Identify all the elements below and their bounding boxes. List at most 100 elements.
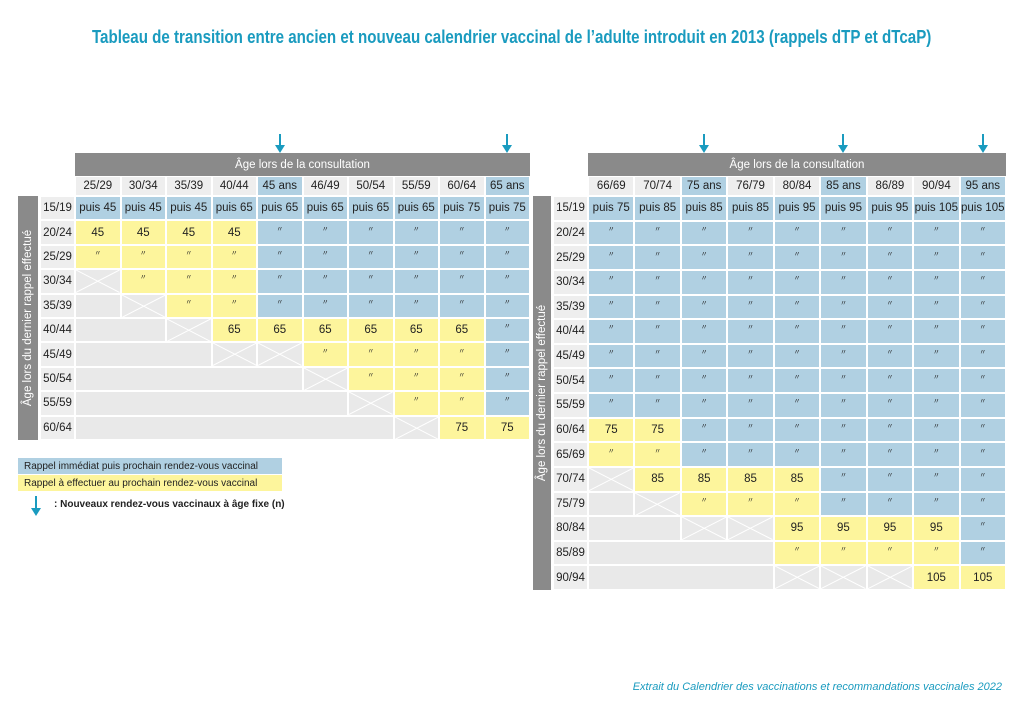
column-header: 45 ans xyxy=(257,176,303,196)
immediate-booster-cell: 〃 xyxy=(727,319,774,344)
cell-value: 45 xyxy=(91,226,105,239)
row-header: 30/34 xyxy=(40,269,75,294)
ditto-mark: 〃 xyxy=(654,447,662,455)
ditto-mark: 〃 xyxy=(607,299,615,307)
next-appointment-cell: 65 xyxy=(348,318,394,343)
immediate-booster-cell: 〃 xyxy=(820,294,867,320)
cell-value: 75 xyxy=(500,421,514,434)
cell-value: 65 xyxy=(227,324,241,337)
cell-value: 85 xyxy=(651,473,665,486)
next-appointment-cell: 〃 xyxy=(727,491,774,517)
ditto-mark: 〃 xyxy=(747,398,755,406)
ditto-mark: 〃 xyxy=(458,396,466,404)
ditto-mark: 〃 xyxy=(230,298,238,306)
ditto-mark: 〃 xyxy=(700,398,708,406)
immediate-booster-cell: 〃 xyxy=(634,269,681,295)
immediate-booster-cell: 〃 xyxy=(820,220,867,246)
ditto-mark: 〃 xyxy=(886,472,894,480)
cell-value: puis 95 xyxy=(778,202,816,215)
arrow-down-icon xyxy=(977,134,988,153)
immediate-booster-cell: 〃 xyxy=(680,220,728,246)
side-label-bar: Âge lors du dernier rappel effectué xyxy=(18,196,38,440)
cell-value: puis 65 xyxy=(215,202,253,215)
immediate-booster-cell: 〃 xyxy=(634,245,681,270)
arrow-down-icon xyxy=(699,134,710,153)
immediate-booster-cell: 〃 xyxy=(913,245,960,270)
ditto-mark: 〃 xyxy=(654,299,662,307)
cell-value: 85 xyxy=(697,473,711,486)
immediate-booster-cell: 〃 xyxy=(959,540,1006,566)
ditto-mark: 〃 xyxy=(793,422,801,430)
ditto-mark: 〃 xyxy=(886,546,894,554)
next-appointment-cell: 75 xyxy=(588,417,635,443)
immediate-booster-cell: 〃 xyxy=(773,442,821,467)
ditto-mark: 〃 xyxy=(793,225,801,233)
ditto-mark: 〃 xyxy=(839,472,847,480)
ditto-mark: 〃 xyxy=(793,299,801,307)
column-header: 30/34 xyxy=(120,176,166,196)
ditto-mark: 〃 xyxy=(185,249,193,257)
ditto-mark: 〃 xyxy=(932,299,940,307)
immediate-booster-cell: puis 75 xyxy=(588,196,635,221)
column-header: 46/49 xyxy=(302,176,348,196)
immediate-booster-cell: 〃 xyxy=(866,319,914,344)
ditto-mark: 〃 xyxy=(458,249,466,257)
immediate-booster-cell: 〃 xyxy=(484,244,530,270)
ditto-mark: 〃 xyxy=(886,373,894,381)
row-header: 35/39 xyxy=(553,294,588,320)
ditto-mark: 〃 xyxy=(276,249,284,257)
immediate-booster-cell: 〃 xyxy=(257,220,303,245)
cross-icon xyxy=(304,368,348,390)
immediate-booster-cell: 〃 xyxy=(866,393,914,418)
immediate-booster-cell: 〃 xyxy=(820,442,867,467)
page-title: Tableau de transition entre ancien et no… xyxy=(92,27,932,47)
cell-value: puis 65 xyxy=(306,202,344,215)
not-applicable-cell xyxy=(348,391,394,416)
legend-arrow: : Nouveaux rendez-vous vaccinaux à âge f… xyxy=(54,499,285,510)
not-applicable-cell xyxy=(634,491,681,517)
ditto-mark: 〃 xyxy=(412,396,420,404)
ditto-mark: 〃 xyxy=(747,225,755,233)
next-appointment-cell: 〃 xyxy=(393,366,439,392)
column-header: 25/29 xyxy=(75,176,121,196)
not-applicable-cell xyxy=(166,318,212,343)
immediate-booster-cell: 〃 xyxy=(680,442,728,467)
next-appointment-cell: 〃 xyxy=(348,342,394,367)
ditto-mark: 〃 xyxy=(654,373,662,381)
immediate-booster-cell: puis 65 xyxy=(257,196,303,221)
side-label: Âge lors du dernier rappel effectué xyxy=(22,229,34,407)
immediate-booster-cell: 〃 xyxy=(393,220,439,245)
ditto-mark: 〃 xyxy=(654,398,662,406)
immediate-booster-cell: 〃 xyxy=(257,244,303,270)
immediate-booster-cell: puis 65 xyxy=(393,196,439,221)
immediate-booster-cell: 〃 xyxy=(680,245,728,270)
next-appointment-cell: 95 xyxy=(820,516,867,541)
ditto-mark: 〃 xyxy=(412,225,420,233)
cell-value: puis 105 xyxy=(914,202,959,215)
ditto-mark: 〃 xyxy=(607,349,615,357)
immediate-booster-cell: 〃 xyxy=(727,343,774,369)
cross-icon xyxy=(76,270,120,292)
immediate-booster-cell: 〃 xyxy=(727,393,774,418)
cell-value: 75 xyxy=(651,423,665,436)
immediate-booster-cell: puis 75 xyxy=(484,196,530,221)
ditto-mark: 〃 xyxy=(607,225,615,233)
header-bar: Âge lors de la consultation xyxy=(75,153,530,176)
immediate-booster-cell: 〃 xyxy=(773,343,821,369)
next-appointment-cell: 〃 xyxy=(166,269,212,294)
ditto-mark: 〃 xyxy=(654,225,662,233)
next-appointment-cell: 95 xyxy=(913,516,960,541)
immediate-booster-cell: 〃 xyxy=(820,368,867,393)
cell-value: 85 xyxy=(790,473,804,486)
immediate-booster-cell: puis 85 xyxy=(727,196,774,221)
next-appointment-cell: 〃 xyxy=(820,540,867,566)
arrow-down-icon xyxy=(274,134,285,153)
row-header: 55/59 xyxy=(40,391,75,416)
ditto-mark: 〃 xyxy=(412,274,420,282)
ditto-mark: 〃 xyxy=(932,472,940,480)
ditto-mark: 〃 xyxy=(793,324,801,332)
ditto-mark: 〃 xyxy=(367,274,375,282)
cross-icon xyxy=(589,468,633,491)
ditto-mark: 〃 xyxy=(654,324,662,332)
immediate-booster-cell: 〃 xyxy=(866,269,914,295)
